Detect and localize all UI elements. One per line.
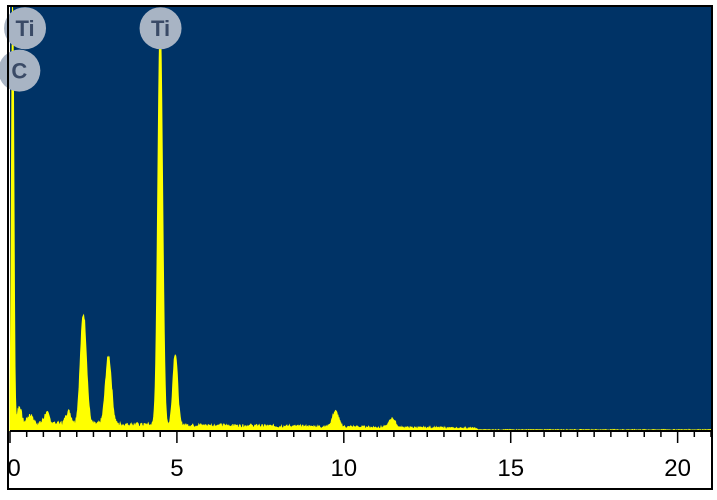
- marker-label: Ti: [15, 16, 34, 41]
- x-tick-label: 0: [7, 455, 20, 482]
- plot-background: [10, 7, 711, 431]
- marker-c-1: C: [0, 49, 41, 92]
- marker-label: C: [11, 59, 27, 84]
- x-tick-label: 5: [170, 455, 183, 482]
- x-tick-label: 10: [330, 455, 357, 482]
- marker-ti-0: Ti: [4, 7, 47, 50]
- marker-badge: [0, 49, 41, 92]
- marker-badge: [139, 7, 182, 50]
- marker-badge: [4, 7, 47, 50]
- element-markers: Ti C Ti: [0, 7, 182, 92]
- x-tick-label: 20: [664, 455, 691, 482]
- x-axis-ticks: 0 5 10 15 20: [7, 431, 712, 482]
- x-tick-label: 15: [497, 455, 524, 482]
- marker-label: Ti: [151, 16, 170, 41]
- marker-ti-2: Ti: [139, 7, 182, 50]
- chart-frame-border: [7, 5, 713, 490]
